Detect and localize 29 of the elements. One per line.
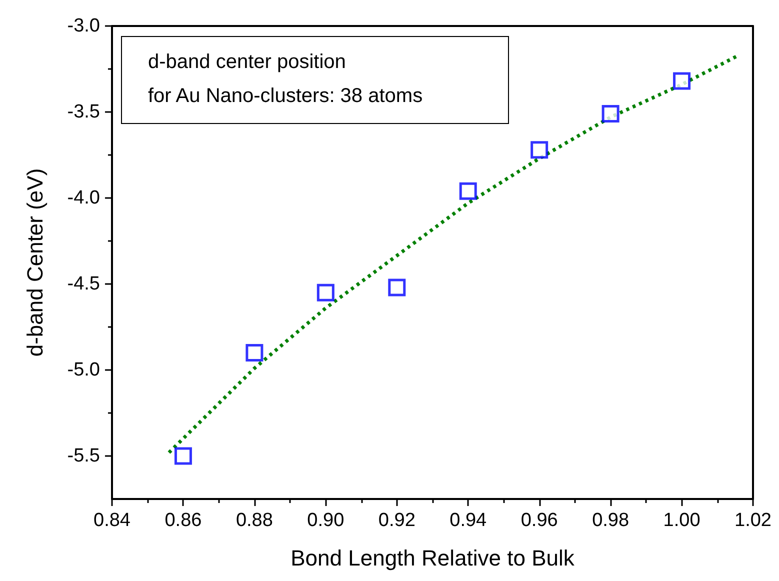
point (246, 344, 264, 362)
x-tick-label: 0.86 (164, 510, 202, 531)
y-tick-label: -4.0 (67, 188, 100, 208)
point (673, 72, 691, 90)
y-tick-label: -3.0 (67, 16, 100, 36)
y-tick-label: -3.5 (67, 102, 100, 122)
x-tick-label: 0.96 (520, 510, 558, 531)
x-tick-label: 1.00 (663, 510, 700, 531)
point (459, 182, 477, 200)
x-tick-label: 0.94 (450, 510, 488, 531)
x-tick-label: 1.02 (734, 510, 772, 531)
x-tick-label: 0.90 (307, 510, 344, 531)
y-tick-label: -5.0 (67, 360, 100, 380)
y-tick-label: -5.5 (67, 446, 100, 466)
y-tick-label: -4.5 (67, 274, 100, 294)
x-axis-title: Bond Length Relative to Bulk (290, 546, 576, 570)
y-axis-title: d-band Center (eV) (22, 168, 48, 357)
x-tick-label: 0.98 (592, 510, 630, 531)
point (530, 141, 548, 159)
point (316, 284, 334, 302)
point (602, 104, 620, 122)
point (174, 447, 192, 465)
x-tick-label: 0.88 (236, 510, 273, 531)
x-tick-label: 0.92 (378, 510, 416, 531)
annotation: for Au Nano-clusters: 38 atoms (148, 84, 424, 109)
annotation: d-band center position (148, 50, 347, 75)
text-box: d-band center position for Au Nano-clusters: 38 atoms (121, 36, 509, 124)
point (388, 278, 406, 296)
x-tick-label: 0.84 (94, 510, 131, 531)
